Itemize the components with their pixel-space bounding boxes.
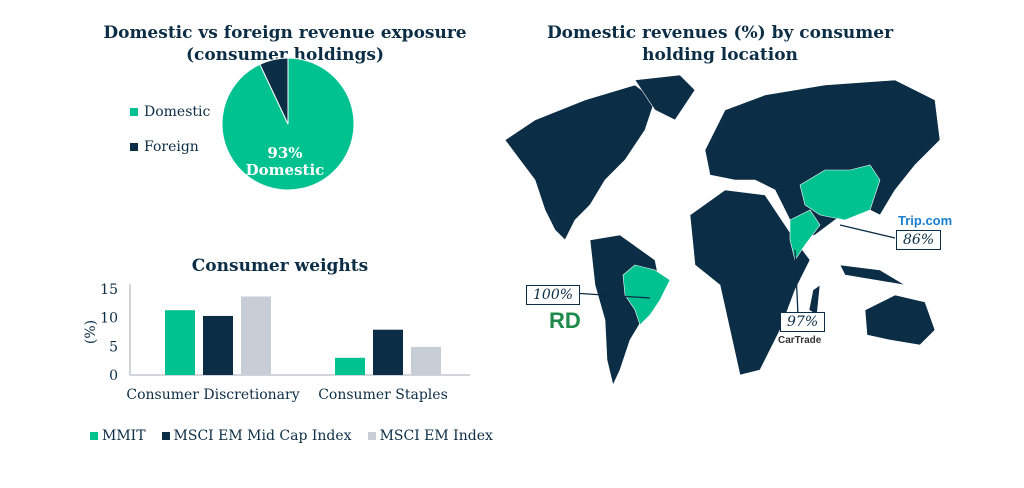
- legend-domestic: Domestic: [130, 104, 210, 120]
- y-tick-label: 0: [109, 368, 118, 384]
- bar-title: Consumer weights: [191, 256, 369, 276]
- pie-label-text: Domestic: [245, 161, 325, 179]
- legend-swatch: [367, 432, 376, 440]
- bar-msci-em-mid-cap-index-1: [373, 329, 403, 375]
- brazil-highlight: [622, 264, 671, 326]
- indonesia: [839, 264, 906, 286]
- legend-swatch: [90, 432, 98, 440]
- map-title: Domestic revenues (%) by consumer holdin…: [546, 23, 894, 65]
- legend-label: MMIT: [102, 428, 146, 444]
- legend-swatch: [130, 108, 138, 116]
- legend-label: Domestic: [144, 104, 211, 120]
- greenland: [634, 74, 696, 121]
- legend-swatch: [130, 143, 138, 151]
- india-highlight: [789, 209, 821, 261]
- bar-mmit-1: [335, 357, 365, 375]
- china-highlight: [799, 164, 881, 221]
- north-america: [504, 84, 656, 241]
- legend-foreign: Foreign: [130, 139, 199, 155]
- bar-chart: 0 5 10 15 (%) Consumer Discretionary Consumer …: [83, 282, 470, 403]
- x-tick-label: Consumer Staples: [318, 387, 448, 403]
- pie-label: 93% Domestic: [230, 145, 340, 179]
- legend-label: MSCI EM Index: [379, 428, 493, 444]
- legend-swatch: [161, 432, 170, 440]
- callout-brazil: 100%: [526, 285, 581, 305]
- callout-china: 86%: [896, 230, 942, 250]
- logo-raiadrogasil: RD: [549, 308, 581, 333]
- logo-cartrade: CarTrade: [778, 335, 822, 346]
- bar-msci-em-index-1: [411, 346, 441, 375]
- legend-label: MSCI EM Mid Cap Index: [173, 428, 352, 444]
- y-axis-label: (%): [83, 320, 99, 344]
- australia: [864, 294, 936, 346]
- y-tick-label: 5: [109, 339, 118, 355]
- bar-msci-em-index-0: [241, 296, 271, 375]
- legend-label: Foreign: [144, 139, 199, 155]
- pie-chart: [221, 57, 355, 191]
- world-map: [504, 74, 941, 386]
- y-tick-label: 15: [100, 282, 118, 298]
- callout-india: 97%: [780, 312, 826, 332]
- madagascar: [808, 284, 821, 316]
- bar-mmit-0: [165, 310, 195, 375]
- bar-legend: MMIT MSCI EM Mid Cap Index MSCI EM Index: [90, 428, 493, 444]
- pie-slice-foreign: [259, 57, 289, 125]
- x-tick-label: Consumer Discretionary: [126, 387, 299, 403]
- pie-label-pct: 93%: [267, 144, 303, 162]
- y-tick-label: 10: [100, 311, 118, 327]
- bar-msci-em-mid-cap-index-0: [203, 315, 233, 375]
- pie-title: Domestic vs foreign revenue exposure (co…: [103, 23, 467, 65]
- logo-tripcom: Trip.com: [898, 213, 953, 228]
